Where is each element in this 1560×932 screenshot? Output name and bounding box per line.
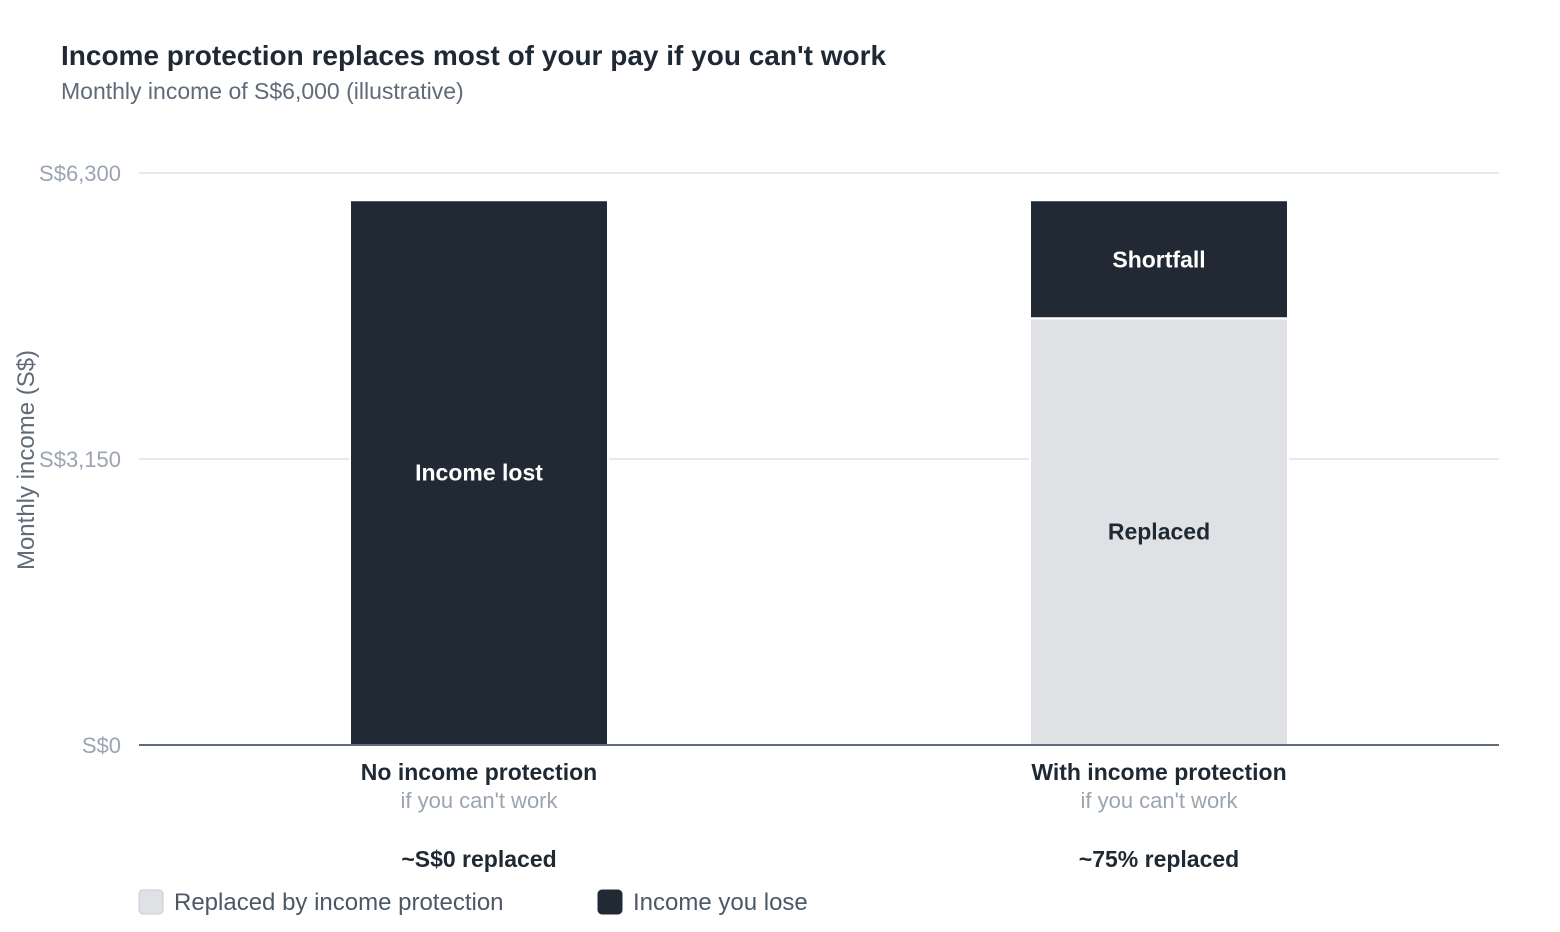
category-sublabel: if you can't work <box>1080 788 1238 813</box>
legend-label: Income you lose <box>633 889 808 916</box>
category-summary: ~S$0 replaced <box>401 846 556 872</box>
bar-segment-label: Shortfall <box>1112 246 1205 272</box>
category-labels: No income protection if you can't work ~S$… <box>361 759 1287 872</box>
gridlines <box>139 172 1499 460</box>
bar-segment <box>1029 199 1289 320</box>
bars: Income lost Replaced Shortfall <box>349 199 1289 746</box>
y-tick-labels: S$0 S$3,150 S$6,300 <box>39 161 121 758</box>
legend-swatch <box>597 889 623 915</box>
bar-segment-label: Income lost <box>415 460 543 486</box>
legend-swatch <box>138 889 164 915</box>
category-sublabel: if you can't work <box>400 788 558 813</box>
legend: Replaced by income protection Income you … <box>138 889 808 916</box>
category-label: No income protection <box>361 759 597 785</box>
y-tick-label: S$0 <box>82 733 121 758</box>
bar-segment-label: Replaced <box>1108 519 1210 545</box>
category-label: With income protection <box>1031 759 1286 785</box>
chart-subtitle: Monthly income of S$6,000 (illustrative) <box>61 78 464 104</box>
category-summary: ~75% replaced <box>1079 846 1239 872</box>
y-axis-title: Monthly income (S$) <box>13 350 40 570</box>
legend-label: Replaced by income protection <box>174 889 504 916</box>
chart-title: Income protection replaces most of your … <box>61 40 886 71</box>
bar-segment <box>349 199 609 746</box>
y-tick-label: S$3,150 <box>39 447 121 472</box>
y-tick-label: S$6,300 <box>39 161 121 186</box>
